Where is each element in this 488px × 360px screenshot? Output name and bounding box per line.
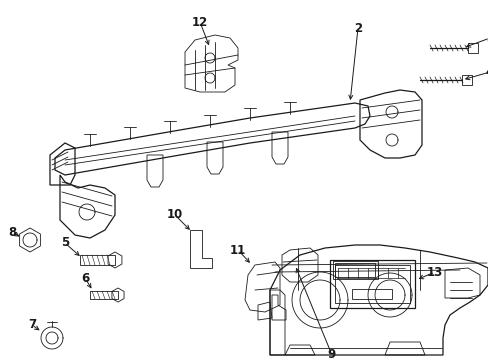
Text: 2: 2	[353, 22, 361, 35]
Text: 3: 3	[485, 31, 488, 45]
Text: 13: 13	[426, 266, 442, 279]
Text: 12: 12	[191, 15, 208, 28]
Text: 9: 9	[327, 348, 335, 360]
Text: 11: 11	[229, 243, 245, 256]
Text: 10: 10	[166, 208, 183, 221]
Text: 8: 8	[8, 225, 16, 238]
Text: 6: 6	[81, 271, 89, 284]
Text: 7: 7	[28, 319, 36, 332]
Text: 5: 5	[61, 237, 69, 249]
Text: 4: 4	[485, 66, 488, 78]
